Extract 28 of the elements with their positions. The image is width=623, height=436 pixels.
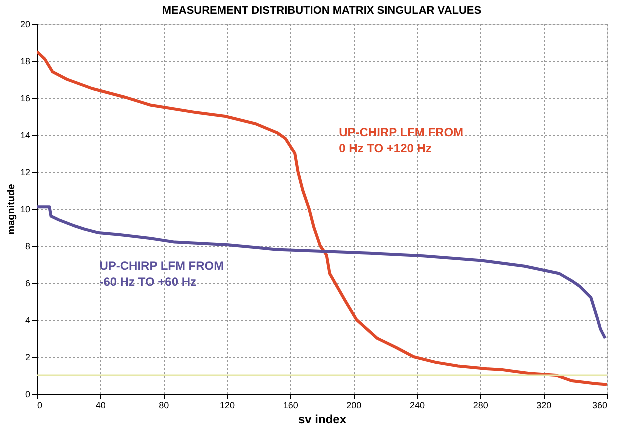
chart-title: MEASUREMENT DISTRIBUTION MATRIX SINGULAR VALUES	[162, 5, 482, 17]
x-axis-title: sv index	[298, 412, 347, 426]
y-tick-label: 16	[20, 94, 30, 104]
y-tick-label: 12	[20, 168, 30, 178]
y-tick-label: 18	[20, 56, 30, 66]
x-tick-label: 280	[473, 400, 488, 410]
x-tick-label: 0	[38, 400, 43, 410]
y-tick-label: 10	[20, 204, 30, 214]
x-tick-label: 160	[283, 400, 298, 410]
y-tick-label: 14	[20, 130, 30, 140]
y-axis-title: magnitude	[6, 184, 18, 235]
text: UP-CHIRP LFM FROM 0 Hz TO +120 Hz	[339, 126, 464, 156]
y-tick-label: 20	[20, 20, 30, 30]
x-tick-label: 320	[536, 400, 552, 410]
y-tick-label: 6	[25, 278, 30, 288]
y-tick-label: 0	[25, 390, 30, 400]
x-tick-label: 40	[96, 400, 106, 410]
line-series	[37, 50, 607, 386]
y-tick-label: 2	[25, 352, 30, 362]
y-tick-label: 4	[25, 316, 30, 326]
line-series	[37, 206, 607, 340]
x-tick-label: 80	[159, 400, 170, 410]
y-tick-label: 8	[25, 242, 30, 252]
x-tick-label: 120	[220, 400, 236, 410]
x-tick-label: 200	[346, 400, 362, 410]
series-label: UP-CHIRP LFM FROM -60 Hz TO +60 Hz	[100, 258, 224, 289]
x-tick-label: 360	[592, 400, 608, 410]
x-tick-label: 240	[410, 400, 426, 410]
